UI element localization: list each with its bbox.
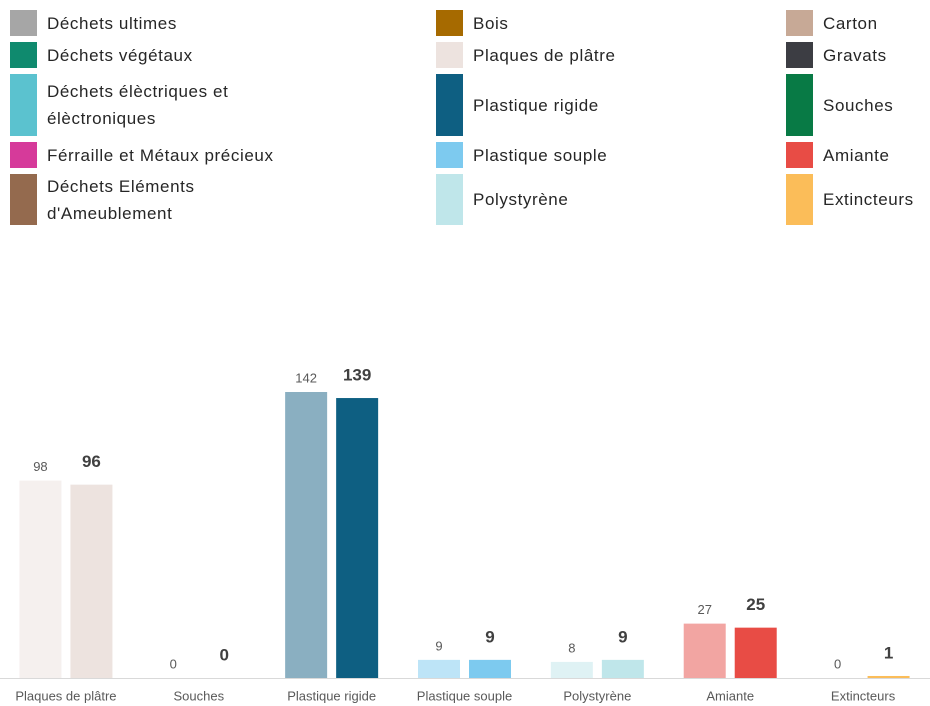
legend-label: Férraille et Métaux précieux	[47, 145, 274, 165]
legend-item: Gravats	[786, 42, 930, 68]
legend-swatch	[436, 142, 463, 168]
legend-label: Déchets végétaux	[47, 45, 193, 65]
x-tick-label: Plastique rigide	[287, 688, 376, 703]
x-tick-label: Polystyrène	[563, 688, 631, 703]
legend-swatch	[786, 10, 813, 36]
legend-item: Déchets végétaux	[10, 42, 337, 68]
legend-label: Plaques de plâtre	[473, 45, 616, 65]
legend-item: Polystyrène	[436, 174, 773, 225]
legend-label: Polystyrène	[473, 190, 569, 209]
value-label: 9	[618, 627, 627, 646]
x-tick-label: Amiante	[706, 688, 754, 703]
legend-label: Déchets Eléments d'Ameublement	[47, 176, 195, 223]
value-label: 139	[343, 366, 371, 385]
bar	[683, 623, 726, 678]
value-label: 98	[33, 459, 47, 474]
legend-label: Plastique rigide	[473, 95, 599, 115]
value-label: 142	[295, 370, 317, 385]
value-label: 0	[220, 645, 229, 664]
legend-swatch	[786, 174, 813, 225]
value-label: 27	[697, 602, 711, 617]
legend-item: Plastique rigide	[436, 74, 773, 136]
x-tick-label: Plaques de plâtre	[15, 688, 116, 703]
legend-label: Carton	[823, 13, 878, 33]
legend-item: Carton	[786, 10, 930, 36]
legend-item: Souches	[786, 74, 930, 136]
legend-swatch	[436, 74, 463, 136]
legend-swatch	[786, 74, 813, 136]
legend-item: Amiante	[786, 142, 930, 168]
legend-label: Amiante	[823, 145, 890, 165]
value-label: 0	[170, 656, 177, 671]
legend-swatch	[436, 42, 463, 68]
legend-label: Déchets élèctriques et élèctroniques	[47, 82, 229, 128]
legend-label: Plastique souple	[473, 145, 608, 165]
legend-swatch	[10, 142, 37, 168]
bar	[867, 675, 910, 678]
legend-swatch	[786, 142, 813, 168]
value-label: 0	[834, 656, 841, 671]
x-tick-label: Extincteurs	[831, 688, 896, 703]
legend-item: Déchets Eléments d'Ameublement	[10, 174, 337, 225]
legend-swatch	[10, 74, 37, 136]
legend-item: Déchets élèctriques et élèctroniques	[10, 74, 337, 136]
value-label: 8	[568, 640, 575, 655]
value-label: 96	[82, 452, 101, 471]
legend-item: Férraille et Métaux précieux	[10, 142, 337, 168]
bar	[601, 659, 644, 678]
legend-item: Extincteurs	[786, 174, 930, 225]
legend-item: Déchets ultimes	[10, 10, 337, 36]
bar	[469, 659, 511, 678]
x-tick-label: Souches	[173, 688, 224, 703]
legend-swatch	[10, 174, 37, 225]
bar	[418, 659, 460, 678]
bar	[336, 398, 379, 678]
legend-swatch	[436, 174, 463, 225]
value-label: 1	[884, 643, 893, 662]
legend-swatch	[786, 42, 813, 68]
legend-label: Extincteurs	[823, 190, 914, 209]
legend-item: Plaques de plâtre	[436, 42, 773, 68]
bar	[19, 480, 62, 678]
value-label: 9	[435, 638, 442, 653]
value-label: 9	[485, 627, 494, 646]
bar	[70, 484, 113, 678]
x-tick-label: Plastique souple	[417, 688, 512, 703]
legend-swatch	[436, 10, 463, 36]
legend-label: Bois	[473, 13, 509, 33]
value-label: 25	[746, 595, 765, 614]
legend-label: Souches	[823, 95, 894, 115]
legend-label: Déchets ultimes	[47, 13, 177, 33]
legend-item: Plastique souple	[436, 142, 773, 168]
legend-label: Gravats	[823, 45, 887, 65]
legend-item: Bois	[436, 10, 773, 36]
bar	[285, 392, 328, 678]
legend-swatch	[10, 10, 37, 36]
bar	[734, 627, 777, 678]
bar	[550, 661, 593, 678]
legend-swatch	[10, 42, 37, 68]
